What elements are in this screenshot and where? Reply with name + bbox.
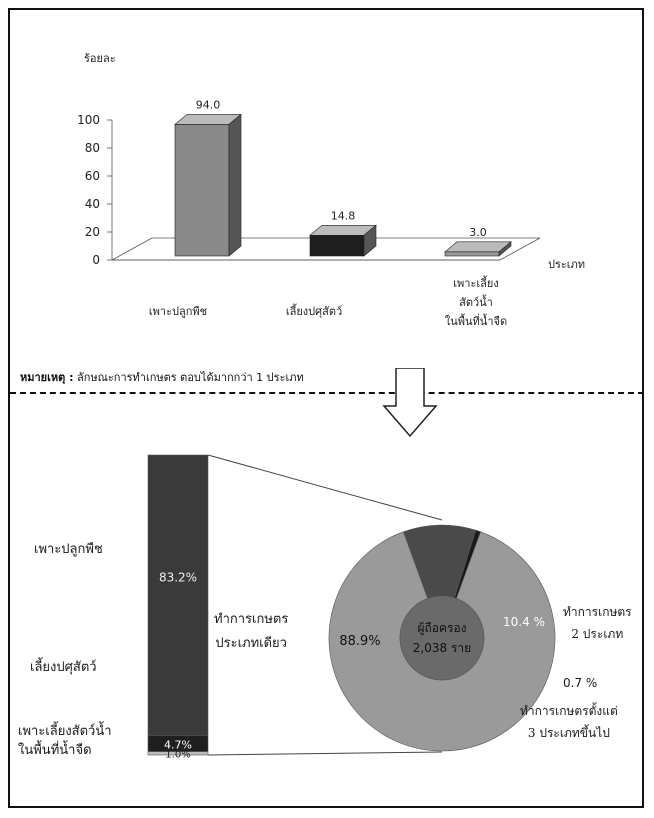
x-tick-label: เลี้ยงปศุสัตว์ (286, 303, 342, 318)
y-tick-label: 60 (85, 169, 100, 183)
bar-value-label: 3.0 (469, 226, 487, 239)
donut-value-three-types: 0.7 % (563, 676, 598, 690)
donut-center-count: 2,038 ราย (413, 641, 471, 655)
stack-value-label: 83.2% (159, 570, 197, 584)
donut-value-label: 10.4 % (503, 615, 545, 629)
bar (444, 251, 500, 257)
donut-center (399, 595, 485, 681)
stack-value-label: 4.7% (164, 738, 192, 751)
y-tick-label: 80 (85, 141, 100, 155)
y-tick-label: 20 (85, 225, 100, 239)
donut-label-two-types: ทำการเกษตร 2 ประเภท (563, 605, 632, 641)
donut-label-three-types: ทำการเกษตรตั้งแต่ 3 ประเภทขึ้นไป (520, 704, 618, 740)
bar-value-label: 14.8 (331, 209, 356, 222)
stack-segment (147, 454, 209, 737)
connector-line (207, 454, 443, 521)
y-tick-label: 100 (77, 113, 100, 127)
down-arrow-icon (382, 368, 438, 438)
bar (309, 234, 365, 257)
single-type-caption: ทำการเกษตร ประเภทเดียว (214, 612, 289, 651)
donut-center-title: ผู้ถือครอง (417, 621, 466, 636)
y-axis-title: ร้อยละ (84, 52, 116, 65)
stack-label-livestock: เลี้ยงปศุสัตว์ (30, 660, 97, 675)
bar-side-face (228, 113, 242, 257)
x-tick-label: เพาะปลูกพืช (149, 305, 207, 318)
bar-value-label: 94.0 (196, 98, 221, 111)
stack-label-aquaculture: เพาะเลี้ยงสัตว์น้ำ ในพื้นที่น้ำจืด (18, 724, 112, 758)
bar-side-face (363, 224, 377, 257)
stack-segment (147, 751, 209, 756)
connector-line (207, 751, 443, 756)
bar (174, 124, 230, 257)
figure-frame (8, 8, 644, 808)
stack-value-label: 1.0% (165, 749, 190, 760)
breakdown-chart: 83.2% 4.7%1.0% ผู้ถือครอง 2,038 ราย 88.9% 10.… (147, 454, 556, 760)
y-tick-label: 40 (85, 197, 100, 211)
dashed-divider (10, 392, 644, 394)
footnote-text: ลักษณะการทำเกษตร ตอบได้มากกว่า 1 ประเภท (77, 371, 304, 384)
footnote-label: หมายเหตุ : (20, 371, 74, 384)
y-tick-label: 0 (92, 253, 100, 267)
bar-side-face (498, 241, 512, 257)
x-axis-title: ประเภท (548, 258, 585, 271)
donut-value-label: 88.9% (339, 634, 380, 649)
footnote: หมายเหตุ : ลักษณะการทำเกษตร ตอบได้มากกว่… (20, 368, 304, 386)
x-tick-label: เพาะเลี้ยงสัตว์น้ำในพื้นที่น้ำจืด (445, 275, 507, 328)
stack-label-crop: เพาะปลูกพืช (34, 542, 103, 557)
